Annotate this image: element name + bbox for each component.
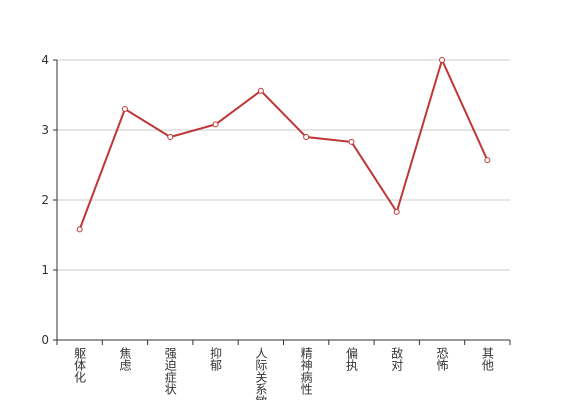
x-tick-label: 躯体化: [73, 346, 87, 384]
point: [76, 226, 83, 233]
point: [121, 106, 128, 112]
y-tick-label: 4: [41, 53, 49, 67]
y-tick-label: 1: [41, 263, 49, 277]
point: [212, 121, 219, 128]
point: [303, 134, 310, 140]
x-tick-label: 人际关系敏感: [254, 347, 268, 400]
point: [257, 87, 264, 94]
point: [167, 134, 174, 140]
x-tick-label: 精神病性: [299, 347, 313, 396]
line: [78, 57, 489, 230]
x-tick-label: 其他: [480, 347, 494, 371]
x-tick-label: 敌对: [390, 346, 404, 371]
y-tick-label: 0: [41, 333, 49, 347]
x-tick-label: 抑郁: [209, 346, 223, 372]
y-tick-label: 3: [41, 123, 49, 137]
x-tick-label: 偏执: [344, 346, 358, 372]
point: [484, 157, 491, 164]
point: [348, 138, 355, 145]
x-tick-label: 恐怖: [435, 347, 449, 371]
x-tick-label: 焦虑: [118, 347, 132, 371]
x-tick-label: 强迫症状: [163, 347, 177, 395]
y-tick-label: 2: [41, 193, 49, 207]
point: [439, 57, 446, 63]
point: [393, 208, 400, 215]
